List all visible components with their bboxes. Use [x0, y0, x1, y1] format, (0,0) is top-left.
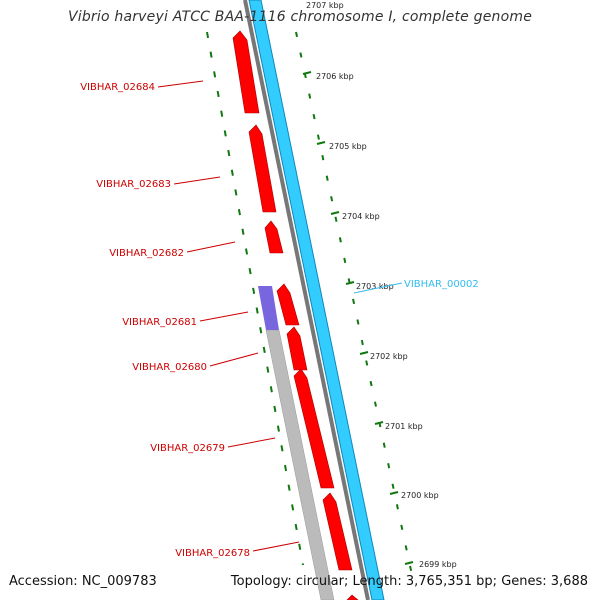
gene-label: VIBHAR_02684: [80, 82, 155, 93]
ruler-tick-mark: [359, 351, 369, 355]
length-text: Length: 3,765,351 bp;: [352, 574, 498, 589]
cds-arrows: [232, 30, 359, 600]
ruler-tick-label: 2699 kbp: [419, 560, 457, 569]
gene-label: VIBHAR_02683: [96, 179, 171, 190]
forward-gene-label: VIBHAR_00002: [404, 279, 479, 290]
accession-text: Accession: NC_009783: [9, 574, 157, 589]
cds-arrow-02681: [276, 283, 300, 326]
ruler-tick-label: 2704 kbp: [342, 212, 380, 221]
cds-arrow-02680: [286, 326, 308, 371]
cds-arrow-02684: [232, 30, 260, 114]
gene-label-leader: [186, 241, 236, 253]
ruler-tick-label: 2703 kbp: [356, 282, 394, 291]
forward-label-leader: [353, 282, 403, 294]
cds-arrow-02683: [248, 124, 277, 213]
ruler-tick-mark: [389, 491, 399, 495]
ruler-tick-mark: [404, 561, 414, 565]
ruler-tick-mark: [345, 281, 355, 285]
topology-text: Topology: circular;: [230, 574, 349, 589]
ruler-tick-mark: [302, 71, 312, 75]
gene-label: VIBHAR_02679: [150, 443, 225, 454]
backbone-gray-line: [243, 0, 370, 600]
gene-label-leader: [227, 437, 276, 448]
ruler-tick-label: 2701 kbp: [385, 422, 423, 431]
cds-arrow-02682: [264, 220, 284, 254]
ruler-tick-mark: [374, 421, 384, 425]
ruler-tick-mark: [316, 141, 326, 145]
gene-label: VIBHAR_02682: [109, 248, 184, 259]
inner-dotted-ring-right: [295, 31, 413, 576]
ruler-tick-label: 2702 kbp: [370, 352, 408, 361]
ruler-ticks: [302, 71, 414, 565]
cds-arrow-partial: [346, 594, 359, 600]
cds-arrow-02678: [322, 492, 353, 571]
gene-label: VIBHAR_02681: [122, 317, 197, 328]
genome-stats: Topology: circular; Length: 3,765,351 bp…: [231, 574, 588, 589]
map-title: Vibrio harveyi ATCC BAA-1116 chromosome …: [67, 9, 533, 25]
ruler-tick-label: 2705 kbp: [329, 142, 367, 151]
genes-count-text: Genes: 3,688: [501, 574, 588, 589]
backbone-blue-strand: [248, 0, 385, 600]
ruler-tick-label: 2707 kbp: [306, 1, 344, 10]
gene-label: VIBHAR_02678: [175, 548, 250, 559]
gene-label-leader: [199, 311, 249, 322]
ruler-tick-label: 2706 kbp: [316, 72, 354, 81]
gene-label-leader: [173, 176, 221, 185]
gene-label-leader: [157, 80, 204, 88]
cds-arrow-02679: [293, 368, 335, 489]
purple-feature-bar: [258, 286, 279, 330]
ruler-tick-label: 2700 kbp: [401, 491, 439, 500]
gene-label-leader: [209, 352, 259, 367]
gene-label: VIBHAR_02680: [132, 362, 207, 373]
gene-label-leader: [252, 541, 300, 552]
ruler-tick-mark: [330, 211, 340, 215]
